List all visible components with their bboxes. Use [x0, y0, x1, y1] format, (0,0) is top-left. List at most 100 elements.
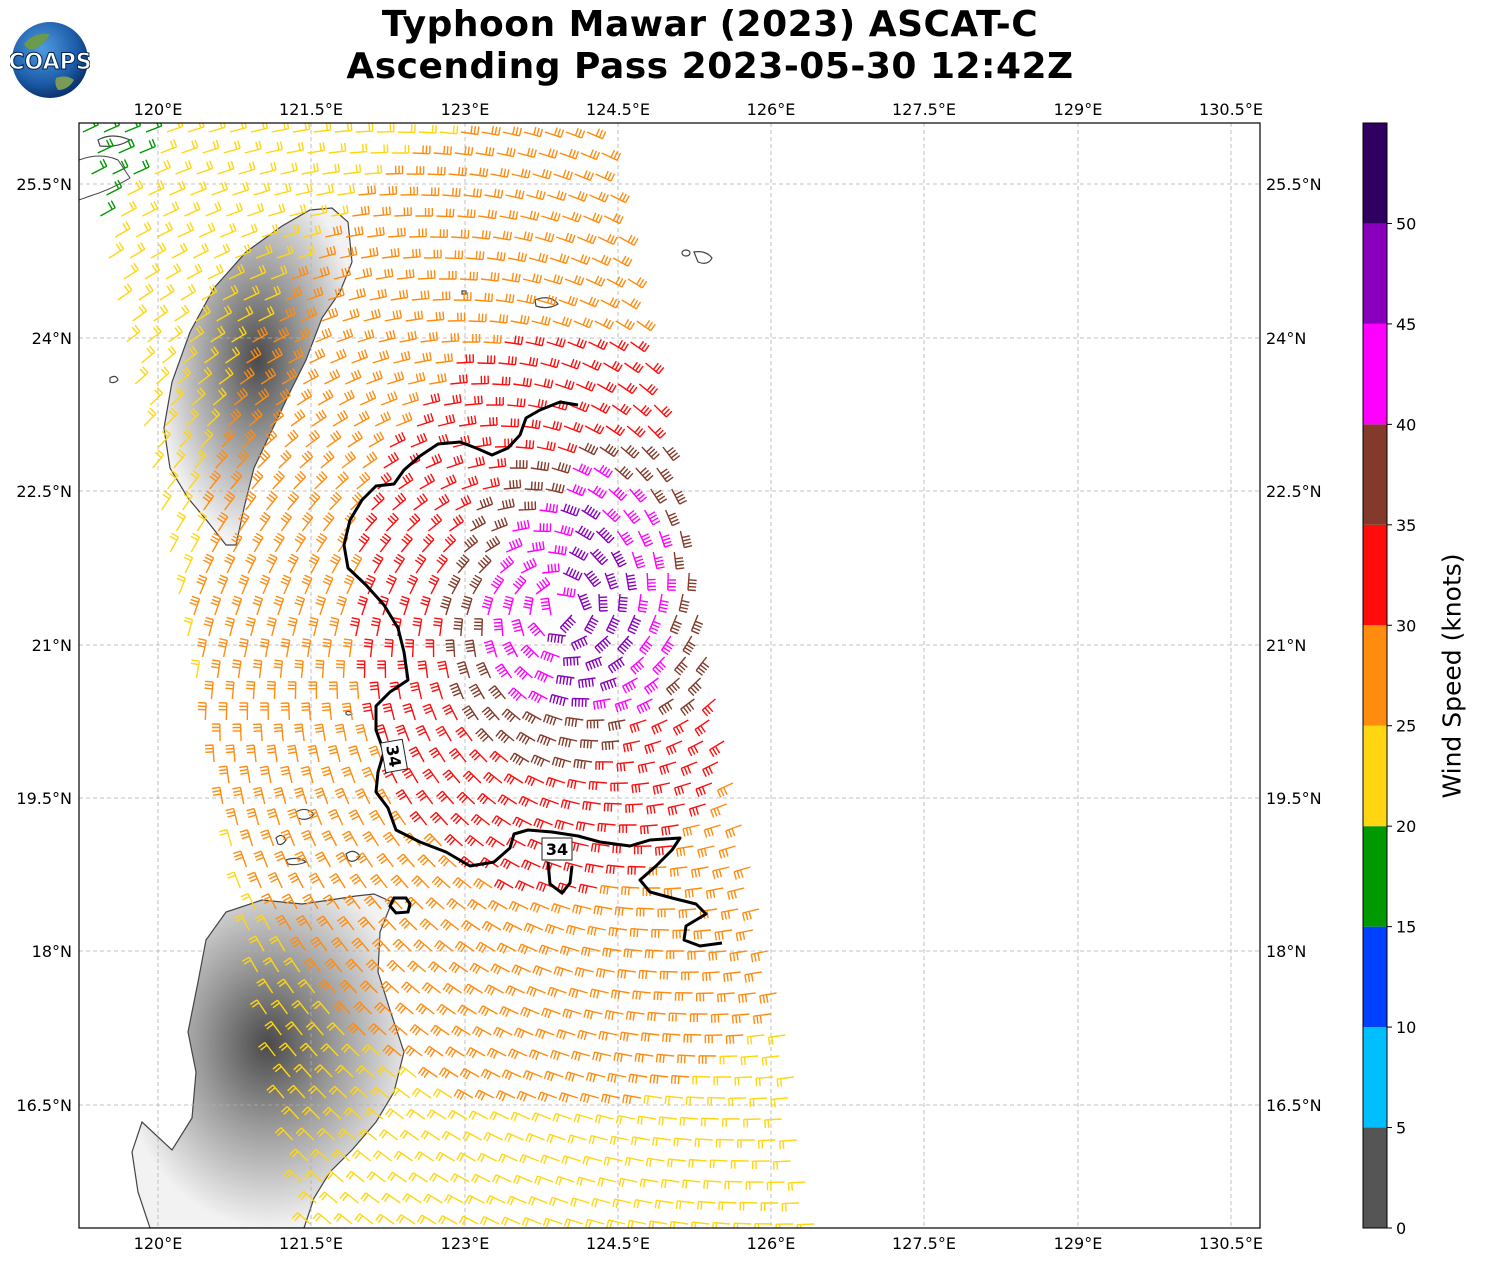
wind-barb	[609, 1135, 629, 1145]
wind-barb	[457, 208, 476, 219]
wind-barb	[397, 124, 416, 134]
wind-barb	[323, 368, 341, 385]
wind-barb	[513, 377, 532, 388]
wind-barb	[320, 450, 335, 469]
wind-barb	[636, 319, 656, 332]
wind-barb	[386, 959, 406, 973]
wind-barb	[365, 959, 385, 973]
wind-barb	[358, 533, 370, 553]
wind-barb	[568, 546, 589, 561]
wind-barb	[448, 167, 467, 177]
wind-barb	[502, 126, 522, 137]
wind-barb	[607, 1072, 627, 1083]
wind-barb	[439, 271, 457, 280]
wind-barb	[329, 616, 340, 637]
wind-barb	[153, 304, 169, 322]
wind-barb	[287, 1084, 306, 1099]
wind-barb	[334, 123, 353, 133]
wind-barb	[603, 360, 623, 373]
wind-barb	[512, 816, 532, 828]
wind-barb	[424, 249, 442, 259]
wind-barb	[644, 949, 663, 959]
wind-barb	[575, 525, 595, 541]
wind-barb	[355, 852, 373, 868]
wind-barb	[516, 1090, 537, 1102]
wind-barb	[656, 467, 674, 483]
wind-barb	[232, 850, 248, 868]
wind-barb	[380, 980, 400, 994]
wind-barb	[491, 815, 511, 827]
wind-barb	[429, 811, 449, 826]
wind-barb	[351, 1149, 372, 1162]
wind-barb	[796, 1223, 815, 1228]
wind-barb	[550, 903, 571, 914]
wind-barb	[334, 723, 347, 742]
wind-barb	[659, 970, 678, 980]
wind-barb	[274, 1127, 294, 1141]
wind-barb	[534, 1175, 554, 1185]
wind-barb	[491, 517, 508, 532]
wind-barb	[356, 660, 366, 679]
wind-barb	[641, 445, 660, 460]
wind-barb	[315, 595, 327, 616]
wind-barb	[195, 304, 211, 322]
wind-barb	[578, 442, 599, 456]
wind-barb	[301, 829, 317, 847]
wind-barb	[436, 208, 455, 218]
wind-barb	[712, 1221, 731, 1228]
wind-barb	[494, 663, 513, 679]
wind-barb	[542, 860, 562, 872]
wind-barb	[375, 1213, 395, 1225]
wind-barb	[284, 429, 299, 448]
wind-barb	[228, 264, 246, 280]
wind-barb	[336, 328, 354, 343]
wind-barb	[338, 979, 358, 994]
wind-barb	[669, 1220, 689, 1228]
wind-barb	[432, 291, 451, 301]
wind-barb	[227, 408, 242, 427]
wind-barb	[544, 127, 565, 138]
wind-barb	[703, 1180, 722, 1190]
wind-barb	[719, 1055, 738, 1065]
wind-barb	[557, 442, 578, 454]
lat-label-21-left: 21°N	[32, 636, 72, 655]
wind-barb	[396, 269, 415, 280]
wind-barb	[615, 319, 635, 331]
wind-barb	[211, 181, 229, 196]
lat-label-22-5-right: 22.5°N	[1266, 482, 1322, 501]
wind-barb	[457, 1004, 477, 1016]
wind-barb	[585, 656, 603, 671]
wind-barb	[612, 1198, 632, 1208]
wind-barb	[480, 1068, 501, 1080]
wind-barb	[484, 984, 504, 996]
wind-barb	[564, 274, 585, 286]
wind-barb	[321, 307, 339, 322]
wind-barb	[599, 677, 617, 692]
wind-barb	[536, 734, 557, 747]
wind-barb	[363, 308, 381, 322]
wind-barb	[300, 765, 314, 784]
wind-barb	[251, 470, 264, 490]
wind-barb	[635, 467, 654, 482]
wind-barb	[387, 371, 405, 385]
wind-barb	[388, 227, 406, 238]
wind-barb	[310, 204, 328, 217]
wind-barb	[690, 1221, 710, 1228]
wind-barb	[274, 182, 292, 196]
wind-barb	[502, 595, 514, 616]
wind-barb	[567, 338, 587, 349]
wind-barb	[402, 703, 416, 721]
wind-barb	[189, 595, 201, 616]
wind-barb	[367, 1023, 387, 1036]
wind-barb	[570, 635, 588, 651]
wind-barb	[508, 900, 529, 913]
wind-barb	[495, 1090, 516, 1102]
wind-barb	[489, 750, 509, 763]
wind-barb	[442, 769, 461, 784]
wind-barb	[537, 1091, 558, 1103]
wind-barb	[260, 367, 277, 385]
wind-barb	[154, 159, 171, 175]
wind-barb	[602, 508, 621, 523]
wind-barb	[613, 1052, 633, 1063]
wind-barb	[561, 1155, 581, 1165]
